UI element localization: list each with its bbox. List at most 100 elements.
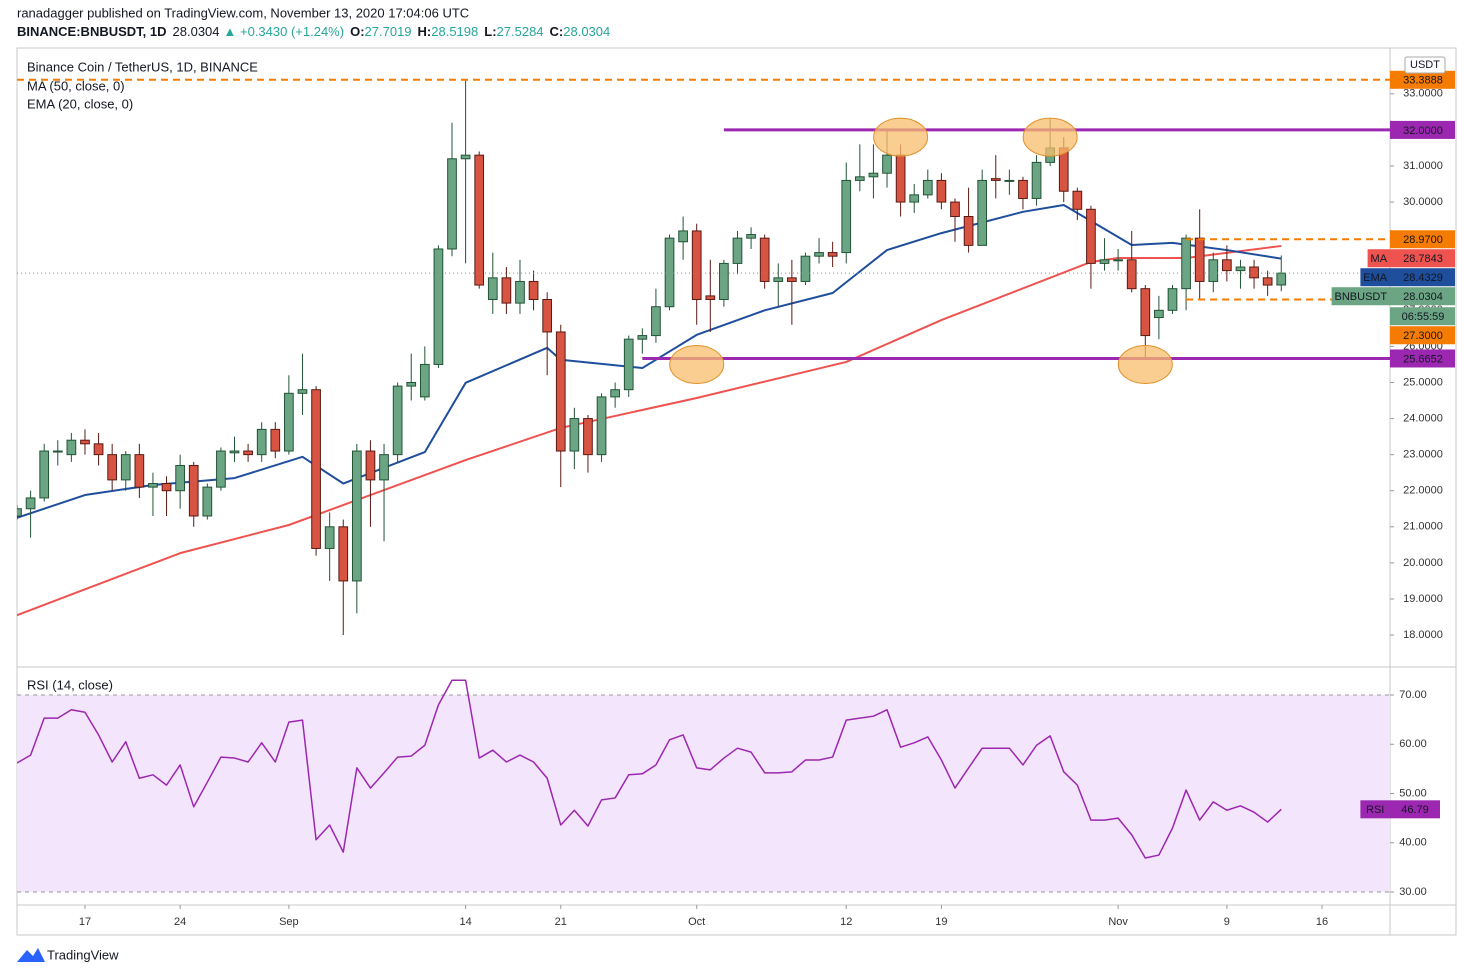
change: ▲ +0.3430 (+1.24%) <box>224 24 345 39</box>
candle-body <box>284 392 294 452</box>
candle-body <box>950 201 960 218</box>
candle-body <box>460 154 471 160</box>
y-tick-label: 31.0000 <box>1403 160 1443 172</box>
highlight <box>669 344 725 384</box>
candle-body <box>651 306 661 337</box>
rsi-band <box>17 695 1390 892</box>
y-tick-label: 19.0000 <box>1403 593 1443 605</box>
overlay-line <box>17 203 1282 519</box>
price-label-box <box>1390 230 1455 249</box>
y-tick-label: 25.0000 <box>1403 376 1443 388</box>
tag-label: BNBUSDT <box>1335 291 1388 303</box>
rsi-pane <box>17 679 1390 893</box>
candle-body <box>732 237 743 264</box>
candle-body <box>841 179 852 254</box>
candle-body <box>868 172 879 178</box>
x-tick-label: 16 <box>1316 916 1328 928</box>
y-tick-label: 18.0000 <box>1403 629 1443 641</box>
candle-body <box>854 176 865 181</box>
price-label-box <box>1390 120 1455 139</box>
price-label-box <box>1390 326 1455 345</box>
tag-box <box>1360 800 1390 819</box>
candle-body <box>256 428 267 456</box>
price-label-box <box>1390 249 1455 268</box>
x-tick-label: 14 <box>459 916 471 928</box>
candle-body <box>895 154 906 203</box>
x-tick-label: Nov <box>1108 916 1128 928</box>
candle-body <box>569 418 580 452</box>
symbol-line: BINANCE:BNBUSDT, 1D 28.0304 ▲ +0.3430 (+1.… <box>17 24 610 39</box>
candle-body <box>1249 266 1259 279</box>
x-tick-label: 17 <box>79 916 91 928</box>
candle-body <box>623 338 634 391</box>
candle-body <box>352 450 362 582</box>
low-value: 27.5284 <box>497 24 544 39</box>
price-label: 28.4329 <box>1403 272 1443 284</box>
rsi-line <box>17 679 1282 859</box>
x-tick-label: Oct <box>688 916 705 928</box>
publisher: ranadagger published on TradingView.com,… <box>17 5 469 20</box>
high-label: H: <box>418 24 432 39</box>
candle-body <box>161 483 172 492</box>
candle-body <box>909 194 920 203</box>
candle-body <box>719 262 729 300</box>
candle-body <box>107 454 118 481</box>
open-value: 27.7019 <box>365 24 412 39</box>
rsi-tick-label: 50.00 <box>1399 787 1427 799</box>
candle-body <box>759 237 770 282</box>
candle-body <box>66 439 77 456</box>
price-label: 28.0304 <box>1403 291 1443 303</box>
tag-box <box>1360 268 1390 287</box>
x-tick-label: 19 <box>935 916 947 928</box>
candle-body <box>1222 259 1232 272</box>
candle-body <box>148 483 158 488</box>
highlight <box>1022 117 1078 157</box>
candle-body <box>365 450 376 481</box>
tag-label: RSI <box>1366 804 1384 816</box>
x-tick-label: 21 <box>555 916 567 928</box>
price-label: 28.9700 <box>1403 234 1443 246</box>
candle-body <box>487 277 498 300</box>
candle-body <box>25 497 36 510</box>
candle-body <box>433 248 444 365</box>
currency-box <box>1404 56 1446 74</box>
candle-body <box>1276 272 1287 286</box>
rsi-tick-label: 40.00 <box>1399 837 1427 849</box>
price-label: 27.3000 <box>1403 330 1443 342</box>
candle-body <box>705 295 716 300</box>
candle-body <box>501 277 512 304</box>
candle-body <box>17 508 22 517</box>
candle-body <box>406 381 417 387</box>
candle-body <box>787 277 797 282</box>
candle-body <box>542 298 553 333</box>
candle-body <box>202 486 213 517</box>
open-label: O: <box>350 24 364 39</box>
price-label-box <box>1390 287 1455 306</box>
candle-body <box>297 389 308 394</box>
candle-body <box>229 450 240 454</box>
rsi-tick-label: 70.00 <box>1399 689 1427 701</box>
price-label: 32.0000 <box>1403 125 1443 137</box>
candle-body <box>1262 277 1273 286</box>
low-label: L: <box>484 24 496 39</box>
candle-body <box>134 454 145 488</box>
price-label-box <box>1390 349 1455 368</box>
candle-body <box>338 526 349 582</box>
tag-label: EMA <box>1363 272 1388 284</box>
y-tick-label: 21.0000 <box>1403 521 1443 533</box>
y-tick-label: 33.0000 <box>1403 88 1443 100</box>
candle-body <box>678 230 688 243</box>
candle-body <box>1140 288 1151 337</box>
candle-body <box>1194 237 1205 282</box>
y-tick-label: 24.0000 <box>1403 412 1443 424</box>
candle-body <box>52 450 63 453</box>
highlight <box>1117 344 1173 384</box>
close-label: C: <box>550 24 564 39</box>
rsi-legend: RSI (14, close) <box>27 677 113 692</box>
candle-body <box>1113 259 1123 262</box>
logo-icon <box>17 948 45 962</box>
x-tick-label: Sep <box>279 916 299 928</box>
footer-logo: TradingView <box>17 947 119 962</box>
overlay-line <box>17 244 1282 617</box>
candle-body <box>1154 309 1164 319</box>
